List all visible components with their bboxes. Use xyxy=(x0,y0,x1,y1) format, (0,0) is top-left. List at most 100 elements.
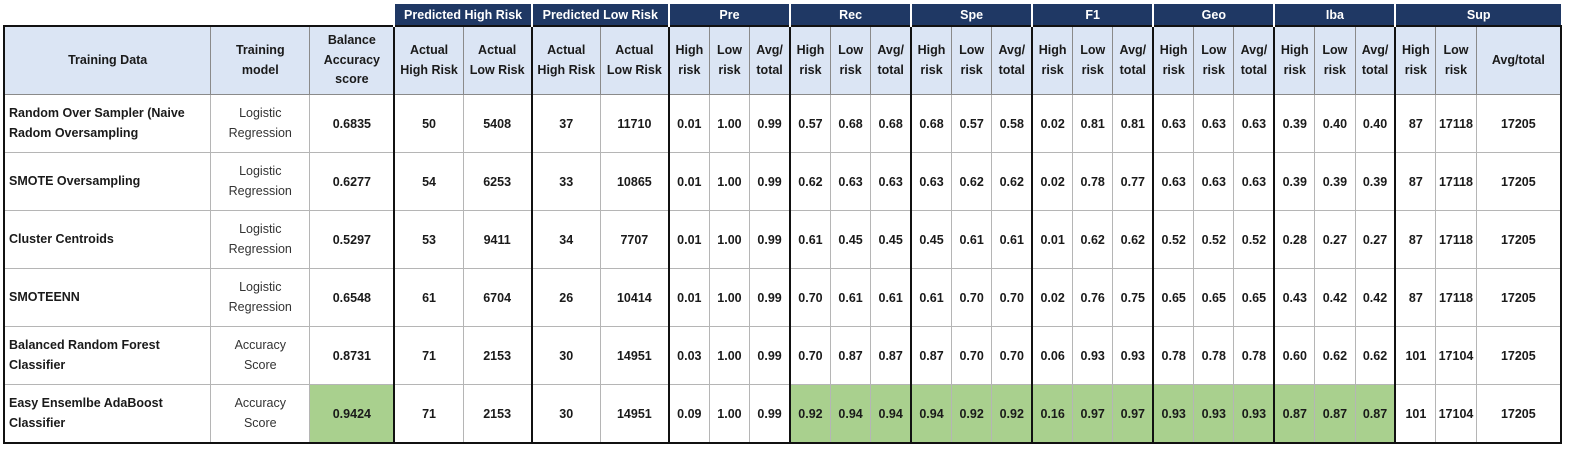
cell-text: Avg/ xyxy=(998,43,1026,58)
row-value: 30 xyxy=(531,326,601,385)
row-value: 101 xyxy=(1394,326,1437,385)
cell-text: 0.94 xyxy=(919,406,944,421)
row-value: 17118 xyxy=(1435,268,1477,327)
row-value: 0.78 xyxy=(1233,326,1276,385)
row-training-model: Logistic Regression xyxy=(210,268,311,327)
cell-text: Actual xyxy=(615,43,654,58)
cell-text: 0.62 xyxy=(999,174,1024,189)
header-avg-total: Avg/total xyxy=(1112,25,1155,95)
row-training-data: Easy Ensemlbe AdaBoost Classifier xyxy=(3,384,212,444)
cell-text: 0.61 xyxy=(959,232,984,247)
cell-text: risk xyxy=(1202,62,1225,77)
cell-text: Iba xyxy=(1325,7,1344,22)
cell-text: SMOTEENN xyxy=(9,289,80,304)
row-value: 0.97 xyxy=(1112,384,1155,444)
row-value: 0.02 xyxy=(1031,94,1074,153)
cell-text: 0.09 xyxy=(677,406,702,421)
row-value: 17205 xyxy=(1475,210,1562,269)
row-value: 0.68 xyxy=(829,94,872,153)
row-value: 0.01 xyxy=(668,268,710,327)
cell-text: 0.27 xyxy=(1322,232,1348,247)
cell-text: Low xyxy=(1080,43,1106,58)
cell-text: Avg/ xyxy=(756,43,783,58)
band-header-rec: Rec xyxy=(789,4,912,26)
row-value: 17205 xyxy=(1475,94,1562,153)
row-value: 0.75 xyxy=(1112,268,1155,327)
header-low-risk: Low risk xyxy=(1072,25,1114,95)
cell-text: total xyxy=(1361,62,1389,77)
row-value: 0.93 xyxy=(1152,384,1195,444)
cell-text: F1 xyxy=(1085,7,1101,22)
cell-text: Score xyxy=(243,357,277,372)
cell-text: 0.62 xyxy=(798,174,823,189)
row-training-data: Random Over Sampler (Naive Radom Oversamp… xyxy=(3,94,212,153)
header-avg-total: Avg/total xyxy=(870,25,913,95)
cell-text: Regression xyxy=(228,125,292,140)
cell-text: 0.87 xyxy=(1362,406,1388,421)
cell-text: 0.63 xyxy=(878,174,903,189)
cell-text: total xyxy=(877,62,904,77)
header-high-risk: High risk xyxy=(789,25,831,95)
row-balance-score: 0.5297 xyxy=(309,210,396,269)
header-high-risk: High risk xyxy=(1031,25,1074,95)
cell-text: 0.70 xyxy=(798,348,823,363)
cell-text: Actual xyxy=(547,43,586,58)
cell-text: 0.02 xyxy=(1040,116,1065,131)
row-value: 53 xyxy=(393,210,464,269)
row-value: 0.94 xyxy=(870,384,913,444)
row-value: 0.63 xyxy=(829,152,872,211)
cell-text: total xyxy=(1119,62,1147,77)
cell-text: 0.68 xyxy=(838,116,863,131)
row-value: 0.87 xyxy=(910,326,952,385)
band-header-predicted-high-risk: Predicted High Risk xyxy=(393,4,532,26)
cell-text: Balanced Random Forest xyxy=(9,338,160,353)
cell-text: Classifier xyxy=(9,415,66,430)
cell-text: 7707 xyxy=(620,232,649,247)
cell-text: 0.61 xyxy=(878,290,903,305)
row-value: 0.99 xyxy=(749,326,792,385)
row-value: 0.78 xyxy=(1152,326,1195,385)
header-actual-low: Actual Low Risk xyxy=(599,25,670,95)
row-value: 0.87 xyxy=(1273,384,1316,444)
row-value: 0.68 xyxy=(870,94,913,153)
table-row: SMOTEENN Logistic Regression 0.6548 61 6704 26… xyxy=(3,268,1562,327)
row-value: 0.58 xyxy=(991,94,1034,153)
row-value: 0.27 xyxy=(1354,210,1397,269)
cell-text: 54 xyxy=(422,174,436,189)
row-value: 1.00 xyxy=(708,326,751,385)
cell-text: 0.57 xyxy=(798,116,823,131)
cell-text: 0.6277 xyxy=(332,174,371,189)
header-training-data: Training Data xyxy=(3,25,212,95)
row-value: 0.63 xyxy=(870,152,913,211)
row-value: 0.63 xyxy=(1233,152,1276,211)
cell-text: 0.78 xyxy=(1080,174,1105,189)
cell-text: 0.99 xyxy=(757,290,782,305)
row-value: 0.65 xyxy=(1233,268,1276,327)
cell-text: 0.42 xyxy=(1322,290,1348,305)
cell-text: 0.01 xyxy=(1040,232,1065,247)
cell-text: 0.16 xyxy=(1040,406,1065,421)
cell-text: 0.63 xyxy=(919,174,944,189)
band-header-f1: F1 xyxy=(1031,4,1154,26)
cell-text: High xyxy=(1038,43,1067,58)
cell-text: 0.8731 xyxy=(332,348,371,363)
row-value: 0.70 xyxy=(789,326,831,385)
cell-text: 0.63 xyxy=(1161,116,1186,131)
cell-text: Avg/ xyxy=(877,43,904,58)
cell-text: 0.52 xyxy=(1241,232,1267,247)
cell-text: 87 xyxy=(1408,232,1423,247)
row-balance-score: 0.6277 xyxy=(309,152,396,211)
row-value: 0.68 xyxy=(910,94,952,153)
cell-text: 17205 xyxy=(1500,290,1536,305)
row-value: 0.94 xyxy=(910,384,952,444)
row-value: 0.40 xyxy=(1354,94,1397,153)
cell-text: risk xyxy=(1283,62,1306,77)
row-training-data: Cluster Centroids xyxy=(3,210,212,269)
header-balance-accuracy: Balance Accuracy score xyxy=(309,25,396,95)
cell-text: 0.99 xyxy=(757,116,782,131)
cell-text: 0.39 xyxy=(1282,174,1307,189)
row-value: 0.65 xyxy=(1193,268,1235,327)
cell-text: 0.01 xyxy=(677,232,702,247)
cell-text: 17118 xyxy=(1438,290,1474,305)
row-value: 0.61 xyxy=(829,268,872,327)
